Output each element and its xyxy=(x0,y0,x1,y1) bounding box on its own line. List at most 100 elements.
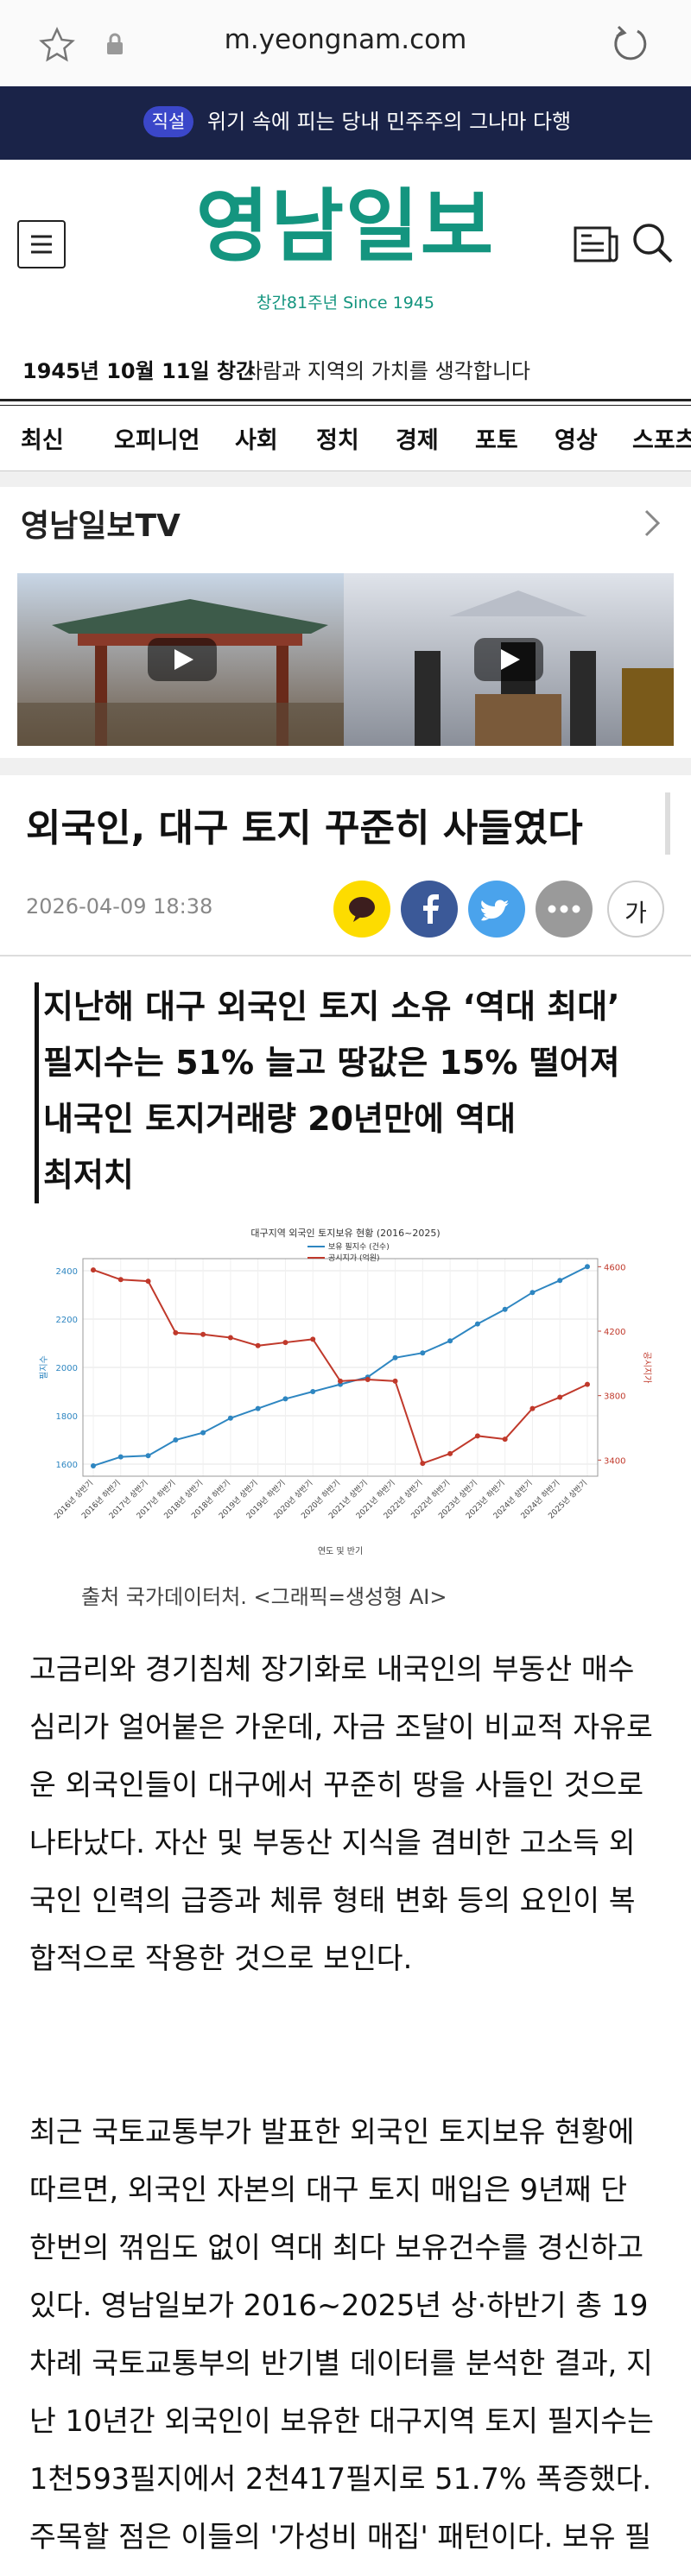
y-tick-label: 2400 xyxy=(56,1267,78,1277)
chevron-icon[interactable] xyxy=(639,506,665,540)
data-point xyxy=(145,1279,151,1285)
data-point xyxy=(420,1461,426,1467)
logo-since: 창간81주년 Since 1945 xyxy=(256,294,435,313)
y2-axis-label: 공시지가 xyxy=(642,1352,652,1384)
data-point xyxy=(255,1405,261,1411)
search-icon[interactable] xyxy=(631,221,675,266)
chart-title: 대구지역 외국인 토지보유 현황 (2016~2025) xyxy=(250,1228,440,1239)
data-point xyxy=(557,1278,563,1284)
data-point xyxy=(117,1277,124,1283)
video-thumbnail[interactable] xyxy=(17,573,347,746)
logo[interactable]: 영남일보 xyxy=(195,180,496,273)
paragraph: 고금리와 경기침체 장기화로 내국인의 부동산 매수심리가 얼어붙은 가운데, … xyxy=(29,1652,653,1975)
legend-label: 공시지가 (억원) xyxy=(328,1253,380,1263)
data-point xyxy=(557,1394,563,1400)
nav-item[interactable]: 영상 xyxy=(555,427,598,454)
data-point xyxy=(91,1267,96,1273)
legend-label: 보유 필지수 (건수) xyxy=(328,1241,390,1252)
scrollbar xyxy=(665,792,670,855)
article-date: 2026-04-09 18:38 xyxy=(26,894,213,919)
separator xyxy=(0,471,691,487)
y-tick-label: 1800 xyxy=(56,1412,78,1422)
divider xyxy=(0,470,691,471)
reload-icon[interactable] xyxy=(610,24,650,64)
nav-item[interactable]: 경제 xyxy=(396,427,439,454)
y2-tick-label: 4600 xyxy=(604,1263,625,1272)
share-buttons xyxy=(333,881,664,938)
y2-tick-label: 3800 xyxy=(604,1392,625,1402)
article-body: 고금리와 경기침체 장기화로 내국인의 부동산 매수심리가 얼어붙은 가운데, … xyxy=(29,1640,660,2576)
nav-item[interactable]: 사회 xyxy=(235,427,278,454)
y2-tick-label: 4200 xyxy=(604,1328,625,1337)
subtitle-line: 최저치 xyxy=(43,1156,134,1194)
divider xyxy=(0,405,691,406)
data-point xyxy=(447,1338,453,1344)
separator xyxy=(0,758,691,775)
data-point xyxy=(502,1306,508,1312)
video-thumbnails xyxy=(17,573,674,746)
tv-title[interactable]: 영남일보TV xyxy=(21,508,181,544)
paragraph: 최근 국토교통부가 발표한 외국인 토지보유 현황에 따르면, 외국인 자본의 … xyxy=(29,2115,654,2554)
data-point xyxy=(117,1454,124,1460)
facebook-share[interactable] xyxy=(401,881,458,938)
data-point xyxy=(447,1450,453,1456)
bookmark-icon[interactable] xyxy=(38,26,76,64)
menu-icon xyxy=(31,235,52,254)
article-title: 외국인, 대구 토지 꾸준히 사들였다 xyxy=(26,806,583,850)
data-point xyxy=(474,1433,480,1439)
y2-tick-label: 3400 xyxy=(604,1456,625,1466)
url-bar: m.yeongnam.com xyxy=(0,0,691,86)
newspaper-icon[interactable] xyxy=(572,223,620,266)
nav-item[interactable]: 스포츠 xyxy=(632,427,691,454)
data-point xyxy=(310,1389,316,1394)
banner-tag: 직설 xyxy=(143,106,193,137)
more-share[interactable] xyxy=(536,881,593,938)
slogan: 사람과 지역의 가치를 생각합니다 xyxy=(244,359,531,383)
data-point xyxy=(529,1405,536,1411)
divider xyxy=(0,955,691,957)
nav-item[interactable]: 포토 xyxy=(475,427,518,454)
y-axis-label: 필지수 xyxy=(39,1355,49,1380)
kakao-share[interactable] xyxy=(333,881,390,938)
data-point xyxy=(91,1462,96,1468)
y-tick-label: 1600 xyxy=(56,1461,78,1470)
data-point xyxy=(173,1329,179,1335)
data-point xyxy=(529,1290,536,1296)
x-axis-label: 연도 및 반기 xyxy=(318,1546,363,1556)
data-point xyxy=(502,1436,508,1443)
url[interactable]: m.yeongnam.com xyxy=(224,24,467,55)
subtitle-line: 필지수는 51% 늘고 땅값은 15% 떨어져 xyxy=(43,1044,620,1082)
y-tick-label: 2000 xyxy=(56,1364,78,1373)
data-point xyxy=(227,1335,233,1341)
data-point xyxy=(145,1453,151,1459)
lock-icon xyxy=(107,33,123,54)
data-point xyxy=(282,1340,288,1346)
subtitle-bar xyxy=(35,982,39,1203)
nav-item[interactable]: 최신 xyxy=(21,427,64,454)
menu-button[interactable] xyxy=(17,220,66,268)
chart: 대구지역 외국인 토지보유 현황 (2016~2025) 1600 1800 2000… xyxy=(35,1224,656,1561)
video-thumbnail[interactable] xyxy=(344,573,674,746)
twitter-share[interactable] xyxy=(468,881,525,938)
nav-item[interactable]: 오피니언 xyxy=(114,427,200,454)
banner[interactable]: 직설 위기 속에 피는 당내 민주주의 그나마 다행 xyxy=(0,86,691,160)
subtitle-line: 지난해 대구 외국인 토지 소유 ‘역대 최대’ xyxy=(43,988,620,1026)
banner-text: 위기 속에 피는 당내 민주주의 그나마 다행 xyxy=(207,110,572,134)
plot-frame xyxy=(82,1258,599,1477)
data-point xyxy=(173,1437,179,1443)
data-point xyxy=(310,1336,316,1342)
font-size-button[interactable] xyxy=(607,881,664,938)
data-point xyxy=(227,1415,233,1421)
nav-item[interactable]: 정치 xyxy=(316,427,359,454)
data-point xyxy=(420,1350,426,1356)
data-point xyxy=(282,1396,288,1402)
data-point xyxy=(338,1378,343,1384)
data-point xyxy=(255,1342,261,1348)
font-size-label[interactable]: 가 xyxy=(624,899,647,927)
data-point xyxy=(585,1381,590,1387)
data-point xyxy=(392,1378,398,1384)
subtitle-line: 내국인 토지거래량 20년만에 역대 xyxy=(43,1100,517,1138)
data-point xyxy=(200,1430,206,1436)
